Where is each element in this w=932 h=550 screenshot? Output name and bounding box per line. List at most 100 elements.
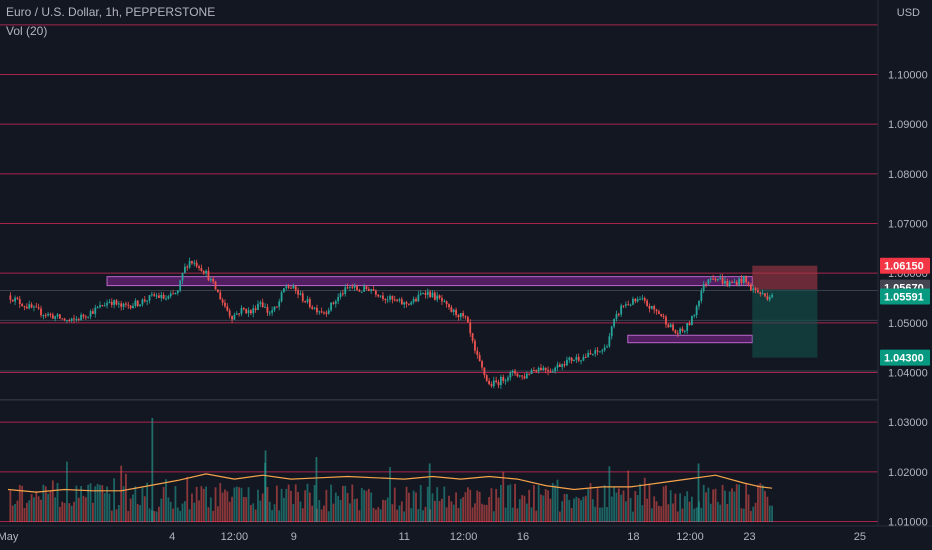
volume-bar [110, 510, 113, 522]
volume-bar [386, 497, 389, 522]
candle-body [337, 296, 340, 302]
volume-bar [558, 511, 561, 522]
candle-body [726, 280, 729, 286]
symbol-title[interactable]: Euro / U.S. Dollar, 1h, PEPPERSTONE [6, 5, 216, 19]
candle-body [9, 295, 12, 300]
candle-body [415, 298, 417, 302]
volume-bar [283, 497, 285, 522]
price-badge-label: 1.05591 [884, 291, 924, 303]
volume-bar [37, 496, 40, 522]
candle-body [252, 308, 255, 314]
volume-bar [54, 497, 57, 522]
candle-body [202, 271, 205, 274]
volume-bar [641, 505, 644, 522]
volume-bar [766, 496, 769, 522]
volume-bar [606, 507, 608, 522]
volume-bar [596, 488, 599, 522]
volume-bar [271, 510, 274, 522]
volume-bar [337, 495, 340, 522]
supply-demand-zone [627, 334, 753, 344]
candle-body [398, 299, 401, 301]
volume-bar [115, 509, 118, 522]
volume-bar [339, 499, 342, 522]
candle-body [481, 361, 483, 368]
volume-bar [313, 485, 316, 522]
candle-body [700, 290, 703, 301]
volume-bar [136, 504, 139, 522]
candle-body [622, 305, 625, 307]
candle-body [219, 292, 222, 300]
candle-body [148, 295, 151, 301]
time-tick-label: 12:00 [450, 531, 478, 543]
candle-body [441, 298, 443, 302]
candle-body [464, 316, 467, 318]
volume-bar [125, 473, 127, 522]
volume-bar [400, 501, 403, 522]
candle-body [103, 305, 106, 307]
candle-body [488, 380, 490, 385]
candle-body [308, 299, 311, 308]
candle-body [240, 307, 243, 314]
volume-bar [431, 493, 434, 522]
candle-body [709, 278, 712, 280]
candle-body [87, 316, 90, 318]
candle-body [490, 384, 493, 387]
volume-bar [450, 501, 453, 522]
volume-bar [705, 492, 707, 522]
volume-bar [202, 488, 205, 522]
volume-bar [528, 489, 531, 522]
candle-body [698, 300, 700, 307]
candle-body [49, 313, 52, 315]
candle-body [382, 295, 384, 299]
candle-body [525, 373, 528, 379]
candle-body [35, 306, 38, 308]
volume-bar [757, 484, 759, 522]
volume-bar [221, 492, 224, 522]
candle-body [292, 285, 295, 289]
candle-body [101, 305, 104, 307]
candle-body [483, 367, 486, 376]
volume-bar [226, 491, 229, 522]
volume-bar [771, 505, 773, 522]
candle-body [221, 299, 224, 303]
candle-body [429, 291, 432, 298]
volume-bar [389, 467, 391, 522]
volume-bar [403, 511, 406, 522]
volume-bar [575, 496, 578, 522]
candle-body [212, 278, 215, 282]
candle-body [632, 298, 634, 305]
volume-bar [521, 495, 524, 522]
time-tick-label: 18 [627, 531, 639, 543]
volume-bar [589, 483, 592, 522]
candle-body [408, 303, 410, 305]
candle-body [658, 311, 660, 314]
candle-body [417, 294, 420, 302]
volume-bar [384, 500, 387, 522]
volume-bar [334, 492, 337, 522]
candle-body [719, 277, 722, 279]
volume-bar [469, 489, 472, 522]
volume-bar [674, 493, 677, 522]
time-tick-label: 9 [291, 531, 297, 543]
volume-bar [320, 509, 323, 522]
volume-bar [379, 509, 382, 522]
volume-bar [84, 497, 87, 522]
price-tick-label: 1.08000 [888, 169, 928, 181]
candle-body [584, 356, 587, 358]
volume-indicator-label[interactable]: Vol (20) [6, 24, 48, 38]
candle-body [714, 278, 717, 281]
volume-bar [691, 496, 693, 522]
candle-body [497, 382, 500, 386]
volume-bar [594, 506, 597, 522]
volume-bar [332, 503, 335, 522]
candle-body [191, 260, 193, 264]
candle-body [228, 310, 231, 316]
candle-body [384, 298, 387, 300]
candle-body [290, 287, 292, 289]
volume-bar [648, 483, 651, 522]
candle-body [365, 286, 368, 290]
candle-body [146, 300, 149, 302]
candle-body [233, 314, 236, 320]
volume-bar [547, 490, 549, 522]
